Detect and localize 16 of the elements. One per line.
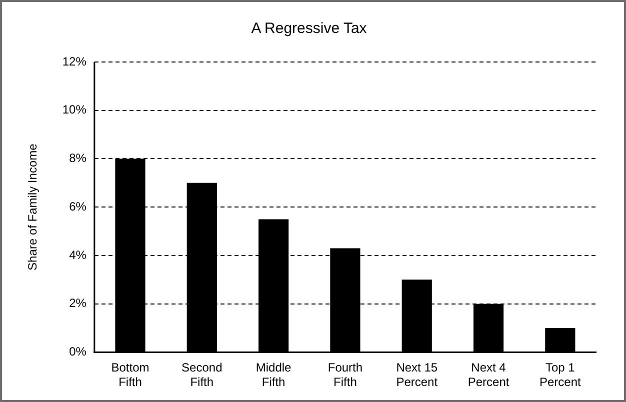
x-tick-label: Top 1 Percent (539, 360, 582, 390)
chart-title: A Regressive Tax (251, 20, 368, 38)
x-tick-label: Second Fifth (182, 360, 222, 390)
x-tick-label: Next 4 Percent (468, 360, 510, 390)
y-axis-title: Share of Family Income (26, 143, 40, 270)
y-tick-label: 2% (69, 296, 87, 310)
y-tick-label: 4% (69, 248, 87, 262)
x-tick-label: Middle Fifth (256, 360, 292, 390)
x-tick-label: Next 15 Percent (396, 360, 438, 390)
y-tick-label: 8% (69, 151, 87, 166)
x-tick-label: Bottom Fifth (111, 360, 150, 390)
y-tick-label: 10% (62, 102, 87, 117)
y-tick-label: 6% (69, 199, 87, 214)
x-tick-label: Fourth Fifth (328, 360, 363, 390)
y-tick-label: 12% (62, 54, 87, 68)
y-tick-label: 0% (69, 344, 87, 359)
